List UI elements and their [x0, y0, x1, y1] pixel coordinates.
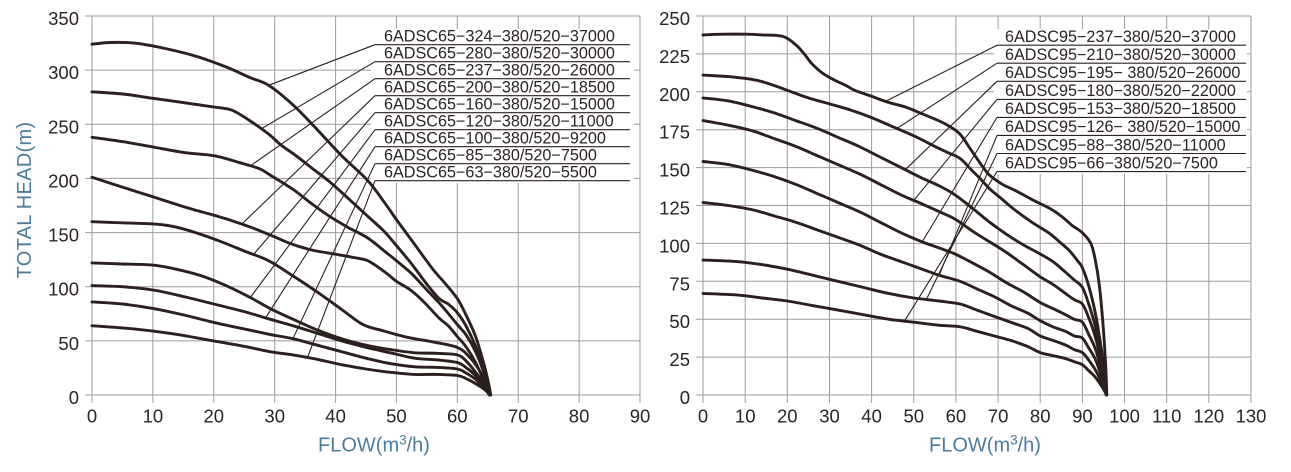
svg-text:250: 250 [659, 8, 690, 29]
svg-text:90: 90 [1072, 406, 1093, 427]
svg-text:70: 70 [988, 406, 1009, 427]
svg-text:120: 120 [1193, 406, 1224, 427]
svg-text:200: 200 [48, 170, 79, 191]
svg-text:100: 100 [1109, 406, 1140, 427]
svg-text:30: 30 [819, 406, 840, 427]
svg-text:225: 225 [659, 46, 690, 67]
svg-text:80: 80 [569, 406, 590, 427]
svg-text:20: 20 [204, 406, 225, 427]
svg-text:6ADSC65−237−380/520−26000: 6ADSC65−237−380/520−26000 [384, 62, 615, 80]
svg-text:6ADSC65−120−380/520−11000: 6ADSC65−120−380/520−11000 [384, 113, 614, 131]
svg-text:80: 80 [1030, 406, 1051, 427]
svg-text:6ADSC65−280−380/520−30000: 6ADSC65−280−380/520−30000 [384, 45, 615, 63]
svg-text:10: 10 [735, 406, 756, 427]
svg-text:50: 50 [386, 406, 407, 427]
svg-text:6ADSC95−66−380/520−7500: 6ADSC95−66−380/520−7500 [1005, 154, 1218, 172]
svg-text:6ADSC95−88−380/520−11000: 6ADSC95−88−380/520−11000 [1005, 136, 1226, 154]
svg-text:6ADSC65−324−380/520−37000: 6ADSC65−324−380/520−37000 [384, 28, 615, 46]
svg-text:150: 150 [48, 225, 79, 246]
svg-text:250: 250 [48, 116, 79, 137]
svg-text:FLOW(m3/h): FLOW(m3/h) [929, 433, 1041, 457]
svg-text:50: 50 [904, 406, 925, 427]
svg-text:100: 100 [48, 279, 79, 300]
svg-text:90: 90 [630, 406, 651, 427]
svg-text:50: 50 [669, 311, 690, 332]
svg-text:FLOW(m3/h): FLOW(m3/h) [318, 433, 430, 457]
svg-text:75: 75 [669, 273, 690, 294]
svg-text:350: 350 [48, 8, 79, 29]
svg-text:175: 175 [659, 122, 690, 143]
svg-text:70: 70 [508, 406, 529, 427]
svg-text:6ADSC65−200−380/520−18500: 6ADSC65−200−380/520−18500 [384, 79, 615, 97]
svg-text:125: 125 [659, 198, 690, 219]
svg-text:100: 100 [659, 235, 690, 256]
svg-text:0: 0 [698, 406, 708, 427]
svg-text:0: 0 [680, 387, 690, 408]
svg-text:60: 60 [447, 406, 468, 427]
svg-text:6ADSC95−153−380/520−18500: 6ADSC95−153−380/520−18500 [1005, 100, 1236, 118]
svg-text:300: 300 [48, 62, 79, 83]
svg-text:6ADSC95−210−380/520−30000: 6ADSC95−210−380/520−30000 [1005, 46, 1236, 64]
svg-text:60: 60 [946, 406, 967, 427]
svg-text:50: 50 [58, 333, 79, 354]
svg-text:6ADSC95−126− 380/520−15000: 6ADSC95−126− 380/520−15000 [1005, 118, 1240, 136]
svg-text:110: 110 [1152, 406, 1182, 427]
svg-text:20: 20 [777, 406, 798, 427]
svg-text:0: 0 [87, 406, 97, 427]
svg-text:150: 150 [659, 160, 690, 181]
svg-text:30: 30 [264, 406, 285, 427]
svg-text:40: 40 [325, 406, 346, 427]
svg-text:130: 130 [1236, 406, 1267, 427]
svg-text:6ADSC65−85−380/520−7500: 6ADSC65−85−380/520−7500 [384, 147, 597, 165]
svg-text:10: 10 [143, 406, 164, 427]
svg-text:6ADSC65−100−380/520−9200: 6ADSC65−100−380/520−9200 [384, 130, 606, 148]
svg-text:6ADSC95−195− 380/520−26000: 6ADSC95−195− 380/520−26000 [1005, 64, 1240, 82]
svg-text:TOTAL HEAD(m): TOTAL HEAD(m) [14, 122, 36, 279]
svg-text:6ADSC95−237−380/520−37000: 6ADSC95−237−380/520−37000 [1005, 28, 1236, 46]
svg-text:25: 25 [669, 349, 690, 370]
svg-text:200: 200 [659, 84, 690, 105]
svg-text:40: 40 [861, 406, 882, 427]
svg-text:6ADSC95−180−380/520−22000: 6ADSC95−180−380/520−22000 [1005, 82, 1236, 100]
svg-text:6ADSC65−63−380/520−5500: 6ADSC65−63−380/520−5500 [384, 164, 597, 182]
svg-text:0: 0 [69, 387, 79, 408]
svg-text:6ADSC65−160−380/520−15000: 6ADSC65−160−380/520−15000 [384, 96, 615, 114]
